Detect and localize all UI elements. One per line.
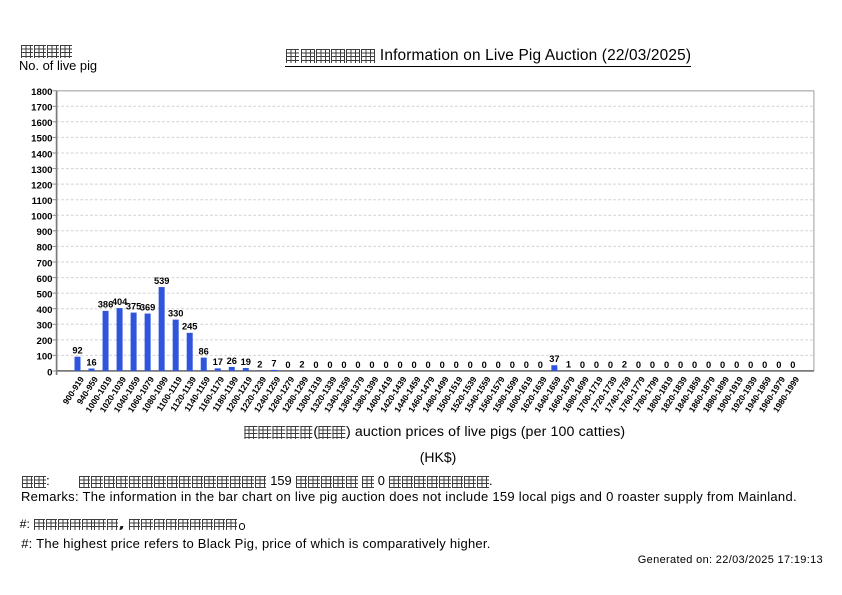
svg-text:0: 0 [636,360,641,370]
svg-text:0: 0 [412,360,417,370]
svg-text:0: 0 [369,360,374,370]
svg-text:1700: 1700 [31,103,52,114]
svg-text:0: 0 [776,360,781,370]
svg-text:386: 386 [98,300,114,310]
svg-text:900: 900 [36,227,52,238]
svg-text:700: 700 [36,258,52,269]
svg-text:0: 0 [748,360,753,370]
svg-text:0: 0 [678,360,683,370]
svg-text:0: 0 [384,360,389,370]
svg-text:0: 0 [790,360,795,370]
svg-text:0: 0 [734,360,739,370]
svg-text:16: 16 [86,357,96,367]
svg-text:0: 0 [706,360,711,370]
svg-text:200: 200 [36,336,52,347]
svg-text:600: 600 [36,274,52,285]
svg-text:0: 0 [496,360,501,370]
svg-text:0: 0 [398,360,403,370]
svg-text:0: 0 [524,360,529,370]
svg-text:17: 17 [213,357,223,367]
svg-text:369: 369 [140,302,156,312]
svg-text:300: 300 [36,321,52,332]
svg-text:0: 0 [285,360,290,370]
svg-text:404: 404 [112,297,128,307]
svg-text:1500: 1500 [31,134,52,145]
svg-text:1300: 1300 [31,165,52,176]
svg-text:37: 37 [549,354,559,364]
svg-text:0: 0 [762,360,767,370]
svg-text:0: 0 [454,360,459,370]
svg-text:1200: 1200 [31,180,52,191]
svg-text:1000: 1000 [31,212,52,223]
svg-text:0: 0 [608,360,613,370]
svg-text:1: 1 [566,360,571,370]
svg-text:0: 0 [580,360,585,370]
svg-text:539: 539 [154,276,170,286]
svg-text:7: 7 [271,359,276,369]
svg-text:0: 0 [594,360,599,370]
svg-text:375: 375 [126,301,142,311]
svg-text:0: 0 [482,360,487,370]
svg-text:19: 19 [241,357,251,367]
svg-text:245: 245 [182,322,198,332]
svg-text:100: 100 [36,352,52,363]
svg-text:0: 0 [327,360,332,370]
svg-text:2: 2 [622,360,627,370]
svg-text:0: 0 [313,360,318,370]
svg-text:0: 0 [468,360,473,370]
svg-text:500: 500 [36,289,52,300]
svg-text:0: 0 [664,360,669,370]
svg-text:0: 0 [510,360,515,370]
svg-text:1600: 1600 [31,118,52,129]
svg-text:0: 0 [426,360,431,370]
svg-text:0: 0 [720,360,725,370]
svg-text:2: 2 [299,360,304,370]
svg-text:1800: 1800 [31,87,52,98]
svg-text:0: 0 [341,360,346,370]
svg-text:26: 26 [227,356,237,366]
svg-text:1100: 1100 [32,196,53,207]
svg-text:0: 0 [440,360,445,370]
svg-text:0: 0 [538,360,543,370]
svg-text:86: 86 [199,346,209,356]
svg-text:2: 2 [257,360,262,370]
svg-text:0: 0 [47,367,52,378]
svg-text:0: 0 [355,360,360,370]
svg-text:330: 330 [168,308,184,318]
svg-text:800: 800 [36,243,52,254]
svg-text:0: 0 [692,360,697,370]
svg-text:0: 0 [650,360,655,370]
svg-text:1400: 1400 [31,149,52,160]
svg-text:92: 92 [72,346,82,356]
svg-text:400: 400 [36,305,52,316]
